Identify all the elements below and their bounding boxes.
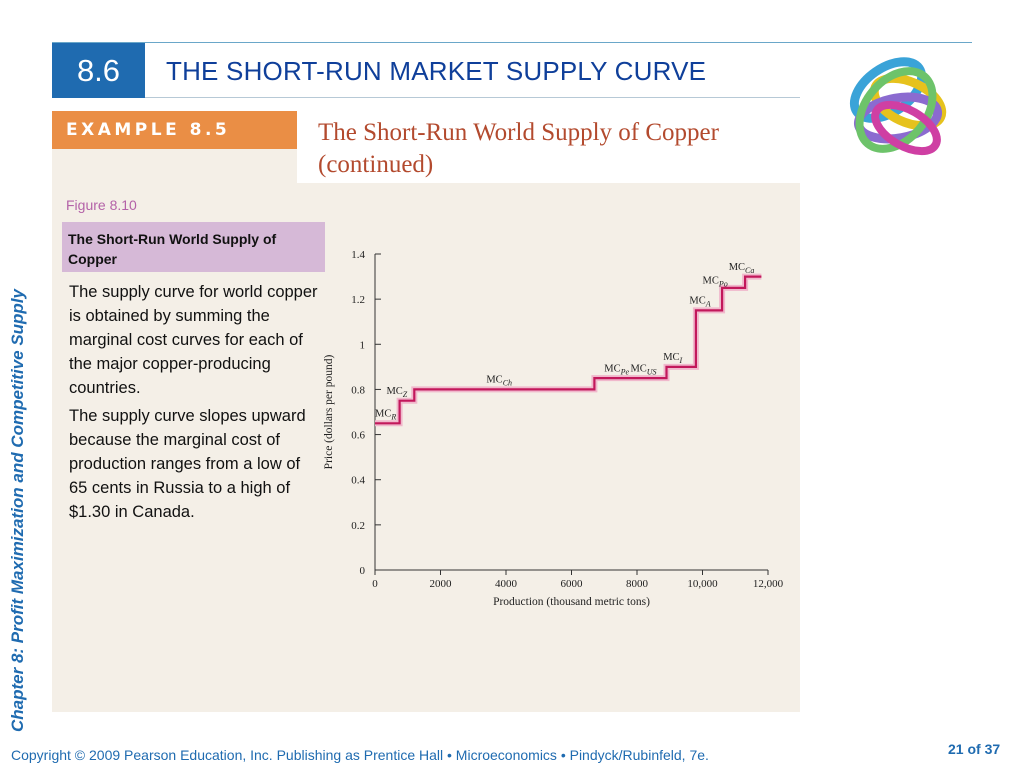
x-tick-label: 8000 (626, 578, 649, 590)
x-axis-label: Production (thousand metric tons) (493, 596, 650, 608)
body-text: The supply curve for world copper is obt… (69, 280, 319, 528)
section-number: 8.6 (52, 43, 145, 98)
x-tick-label: 2000 (430, 578, 453, 590)
figure-label: Figure 8.10 (66, 197, 137, 213)
body-paragraph-1: The supply curve for world copper is obt… (69, 283, 318, 397)
page-number: 21 of 37 (948, 741, 1001, 757)
y-axis-label: Price (dollars per pound) (323, 355, 335, 470)
x-tick-label: 12,000 (753, 578, 784, 590)
mc-label-a: MCA (689, 296, 710, 309)
y-tick-label: 0 (360, 565, 366, 577)
y-tick-label: 1 (360, 339, 366, 351)
supply-curve (375, 275, 762, 425)
rings-logo-icon (849, 57, 947, 156)
y-tick-label: 0.2 (351, 520, 365, 532)
x-tick-label: 0 (372, 578, 378, 590)
mc-label-z: MCZ (386, 386, 407, 399)
mc-label-r: MCR (375, 409, 396, 422)
y-tick-label: 1.4 (351, 249, 365, 261)
chapter-side-title: Chapter 8: Profit Maximization and Compe… (8, 289, 27, 732)
example-title-line2: (continued) (318, 151, 434, 178)
footer-copyright: Copyright © 2009 Pearson Education, Inc.… (11, 747, 709, 763)
content-panel (52, 111, 800, 712)
y-tick-label: 0.4 (351, 475, 365, 487)
example-banner: EXAMPLE 8.5 (52, 111, 297, 149)
mc-label-ch: MCCh (486, 375, 512, 388)
mc-label-i: MCI (663, 352, 682, 365)
figure-caption: The Short-Run World Supply of Copper (62, 222, 325, 272)
x-tick-label: 4000 (495, 578, 518, 590)
body-paragraph-2: The supply curve slopes upward because t… (69, 407, 306, 521)
top-rule (52, 42, 972, 43)
example-title-line1: The Short-Run World Supply of Copper (318, 119, 719, 146)
y-tick-label: 0.8 (351, 384, 365, 396)
title-rule (145, 97, 800, 98)
example-title: The Short-Run World Supply of Copper (co… (297, 111, 800, 183)
x-tick-label: 6000 (561, 578, 584, 590)
y-tick-label: 0.6 (351, 430, 365, 442)
mc-label-pe: MCPe (604, 363, 629, 376)
mc-label-ca: MCCa (729, 262, 755, 275)
x-tick-label: 10,000 (687, 578, 718, 590)
slide-title: THE SHORT-RUN MARKET SUPPLY CURVE (166, 56, 707, 86)
y-tick-label: 1.2 (351, 294, 365, 306)
mc-label-po: MCPo (703, 275, 728, 288)
supply-chart: 0 0.2 0.4 0.6 0.8 1 1.2 1.4 0 2000 4000 6000 8000 10,… (323, 249, 784, 608)
mc-label-us: MCUS (630, 363, 656, 376)
